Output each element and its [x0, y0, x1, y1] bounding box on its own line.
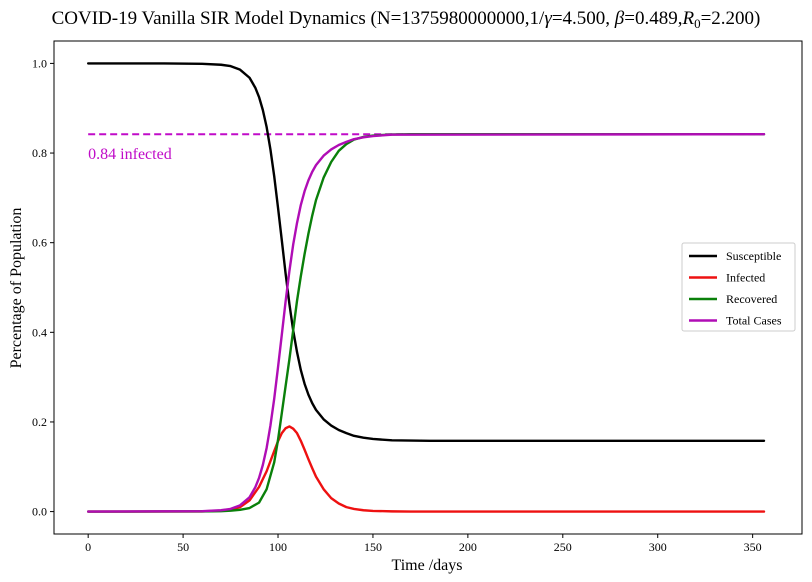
y-axis-ticks: 0.0 0.2 0.4 0.6 0.8 1.0	[32, 56, 54, 519]
x-tick-label: 300	[649, 540, 667, 554]
y-tick-label: 0.8	[32, 146, 47, 160]
x-tick-label: 200	[459, 540, 477, 554]
title-r-symbol: R	[681, 8, 694, 29]
title-gamma-value: =4.500,	[552, 8, 615, 29]
title-beta-value: =0.489,	[624, 8, 682, 29]
y-tick-label: 0.0	[32, 505, 47, 519]
y-tick-label: 0.4	[32, 325, 47, 339]
x-axis-label: Time /days	[392, 557, 463, 574]
x-tick-label: 150	[364, 540, 382, 554]
plot-frame	[53, 40, 803, 535]
chart-title: COVID-19 Vanilla SIR Model Dynamics (N=1…	[52, 8, 761, 31]
legend-label-total-cases: Total Cases	[726, 314, 782, 328]
x-axis-ticks: 0 50 100 150 200 250 300 350	[85, 534, 762, 554]
legend-label-susceptible: Susceptible	[726, 249, 781, 263]
x-tick-label: 0	[85, 540, 91, 554]
infected-annotation: 0.84 infected	[88, 146, 172, 163]
plot-area: 0.84 infected	[53, 40, 803, 535]
x-tick-label: 100	[269, 540, 287, 554]
title-r-value: =2.200)	[701, 8, 761, 29]
series-line-infected	[86, 425, 766, 513]
series-line-susceptible	[86, 62, 766, 442]
y-axis-label: Percentage of Population	[8, 208, 25, 369]
x-tick-label: 250	[554, 540, 572, 554]
legend-box	[681, 242, 796, 332]
series-line-recovered	[86, 133, 766, 513]
y-tick-label: 1.0	[32, 56, 47, 70]
legend-label-recovered: Recovered	[726, 292, 777, 306]
title-beta-symbol: β	[614, 8, 625, 29]
title-prefix: COVID-19 Vanilla SIR Model Dynamics (N=1…	[52, 8, 545, 29]
y-tick-label: 0.2	[32, 415, 47, 429]
title-r-subscript: 0	[694, 16, 701, 31]
series-line-total-cases	[86, 133, 766, 513]
x-tick-label: 350	[744, 540, 762, 554]
legend-label-infected: Infected	[726, 271, 765, 285]
x-tick-label: 50	[177, 540, 189, 554]
legend: Susceptible Infected Recovered Total Cases	[681, 242, 796, 332]
title-gamma-symbol: γ	[544, 8, 552, 29]
y-tick-label: 0.6	[32, 236, 47, 250]
